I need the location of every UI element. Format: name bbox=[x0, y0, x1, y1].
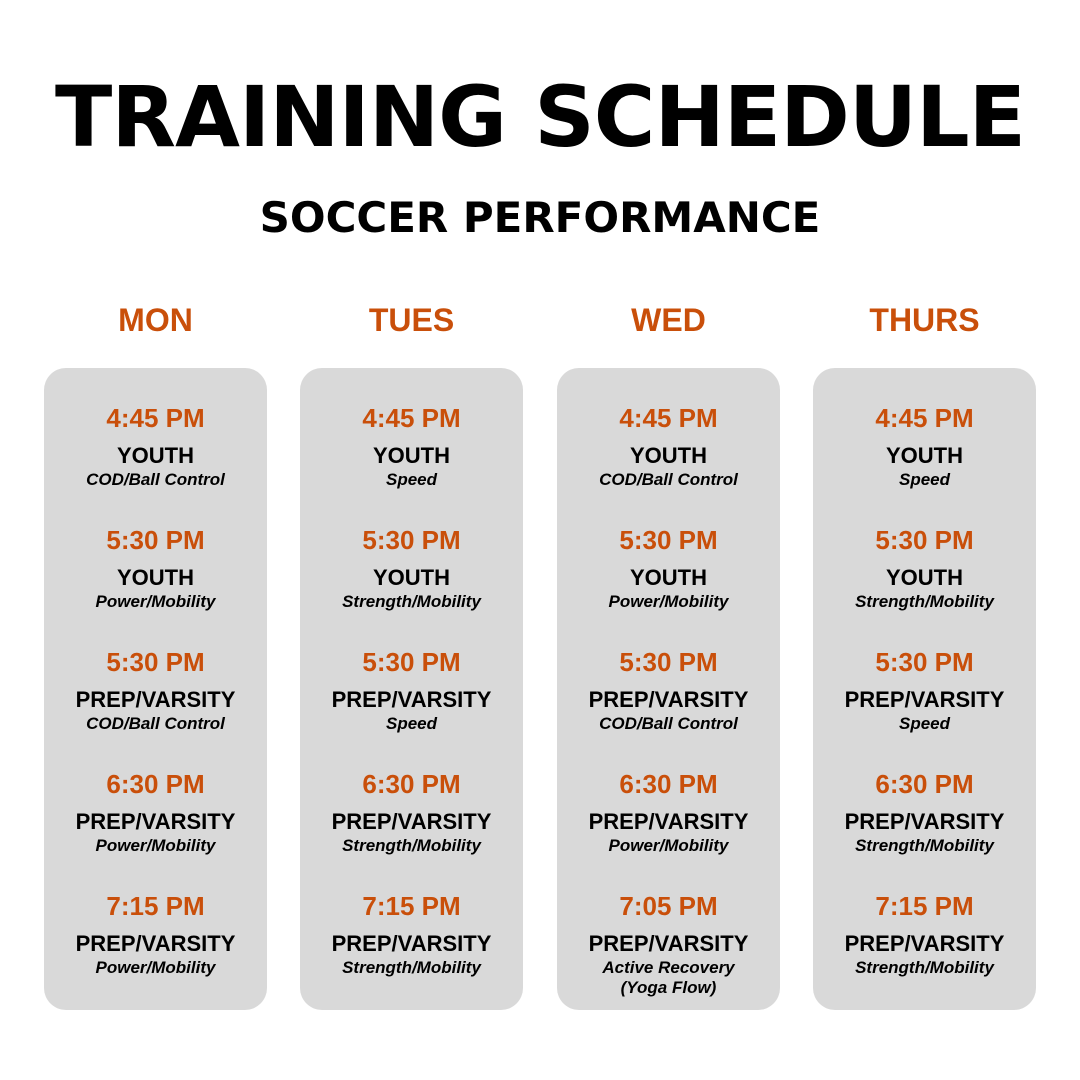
schedule-card: 4:45 PM YOUTH Speed 5:30 PM YOUTH Streng… bbox=[300, 368, 523, 1010]
session-time: 7:15 PM bbox=[875, 891, 974, 921]
session-group: YOUTH bbox=[373, 565, 450, 590]
session-slot: 4:45 PM YOUTH COD/Ball Control bbox=[44, 403, 267, 489]
session-activity: Strength/Mobility bbox=[855, 958, 994, 977]
session-slot: 6:30 PM PREP/VARSITY Strength/Mobility bbox=[813, 769, 1036, 855]
session-time: 7:05 PM bbox=[619, 891, 718, 921]
session-group: PREP/VARSITY bbox=[75, 809, 236, 834]
session-activity: Active Recovery bbox=[602, 958, 735, 977]
session-time: 5:30 PM bbox=[362, 525, 461, 555]
session-group: PREP/VARSITY bbox=[844, 809, 1005, 834]
session-group: PREP/VARSITY bbox=[588, 687, 749, 712]
session-group: PREP/VARSITY bbox=[844, 931, 1005, 956]
session-time: 6:30 PM bbox=[875, 769, 974, 799]
session-group: YOUTH bbox=[630, 565, 707, 590]
session-slot: 7:15 PM PREP/VARSITY Strength/Mobility bbox=[300, 891, 523, 977]
session-group: PREP/VARSITY bbox=[588, 931, 749, 956]
session-slot: 6:30 PM PREP/VARSITY Strength/Mobility bbox=[300, 769, 523, 855]
day-column-wed: WED 4:45 PM YOUTH COD/Ball Control 5:30 … bbox=[557, 0, 780, 1080]
session-time: 5:30 PM bbox=[619, 525, 718, 555]
session-group: PREP/VARSITY bbox=[331, 931, 492, 956]
page-title: TRAINING SCHEDULE bbox=[55, 68, 1026, 166]
session-slot: 5:30 PM YOUTH Strength/Mobility bbox=[300, 525, 523, 611]
session-slot: 5:30 PM YOUTH Power/Mobility bbox=[557, 525, 780, 611]
session-slot: 5:30 PM PREP/VARSITY COD/Ball Control bbox=[44, 647, 267, 733]
session-slot: 7:15 PM PREP/VARSITY Strength/Mobility bbox=[813, 891, 1036, 977]
session-slot: 5:30 PM YOUTH Strength/Mobility bbox=[813, 525, 1036, 611]
session-group: PREP/VARSITY bbox=[844, 687, 1005, 712]
session-slot: 4:45 PM YOUTH COD/Ball Control bbox=[557, 403, 780, 489]
session-activity: Speed bbox=[385, 714, 438, 733]
session-slot: 5:30 PM YOUTH Power/Mobility bbox=[44, 525, 267, 611]
session-slot: 5:30 PM PREP/VARSITY Speed bbox=[300, 647, 523, 733]
session-time: 6:30 PM bbox=[619, 769, 718, 799]
session-time: 5:30 PM bbox=[619, 647, 718, 677]
session-activity: Strength/Mobility bbox=[342, 836, 481, 855]
day-column-mon: MON 4:45 PM YOUTH COD/Ball Control 5:30 … bbox=[44, 0, 267, 1080]
session-activity: Strength/Mobility bbox=[855, 836, 994, 855]
session-activity: Power/Mobility bbox=[608, 836, 729, 855]
session-activity: COD/Ball Control bbox=[86, 714, 225, 733]
session-activity: Power/Mobility bbox=[95, 958, 216, 977]
session-time: 7:15 PM bbox=[106, 891, 205, 921]
session-group: PREP/VARSITY bbox=[331, 809, 492, 834]
session-time: 4:45 PM bbox=[875, 403, 974, 433]
session-time: 6:30 PM bbox=[106, 769, 205, 799]
day-header: TUES bbox=[368, 302, 455, 338]
session-time: 5:30 PM bbox=[875, 525, 974, 555]
session-slot: 7:15 PM PREP/VARSITY Power/Mobility bbox=[44, 891, 267, 977]
session-time: 4:45 PM bbox=[619, 403, 718, 433]
session-slot: 5:30 PM PREP/VARSITY COD/Ball Control bbox=[557, 647, 780, 733]
session-time: 5:30 PM bbox=[106, 525, 205, 555]
session-activity: Strength/Mobility bbox=[855, 592, 994, 611]
session-activity: Strength/Mobility bbox=[342, 592, 481, 611]
session-group: PREP/VARSITY bbox=[331, 687, 492, 712]
session-time: 4:45 PM bbox=[362, 403, 461, 433]
session-slot: 6:30 PM PREP/VARSITY Power/Mobility bbox=[44, 769, 267, 855]
session-slot: 4:45 PM YOUTH Speed bbox=[813, 403, 1036, 489]
session-activity: Power/Mobility bbox=[95, 592, 216, 611]
schedule-card: 4:45 PM YOUTH Speed 5:30 PM YOUTH Streng… bbox=[813, 368, 1036, 1010]
session-group: YOUTH bbox=[886, 443, 963, 468]
session-activity: Speed bbox=[898, 470, 951, 489]
session-time: 5:30 PM bbox=[875, 647, 974, 677]
page-subtitle: SOCCER PERFORMANCE bbox=[259, 193, 821, 242]
session-activity: COD/Ball Control bbox=[86, 470, 225, 489]
session-time: 5:30 PM bbox=[362, 647, 461, 677]
session-group: YOUTH bbox=[373, 443, 450, 468]
session-activity: Speed bbox=[385, 470, 438, 489]
session-activity: COD/Ball Control bbox=[599, 714, 738, 733]
session-activity: Strength/Mobility bbox=[342, 958, 481, 977]
session-time: 5:30 PM bbox=[106, 647, 205, 677]
session-activity-note: (Yoga Flow) bbox=[620, 978, 717, 997]
session-activity: Power/Mobility bbox=[608, 592, 729, 611]
session-slot: 4:45 PM YOUTH Speed bbox=[300, 403, 523, 489]
session-slot: 6:30 PM PREP/VARSITY Power/Mobility bbox=[557, 769, 780, 855]
schedule-card: 4:45 PM YOUTH COD/Ball Control 5:30 PM Y… bbox=[44, 368, 267, 1010]
session-time: 7:15 PM bbox=[362, 891, 461, 921]
session-slot: 5:30 PM PREP/VARSITY Speed bbox=[813, 647, 1036, 733]
session-activity: Power/Mobility bbox=[95, 836, 216, 855]
day-header: WED bbox=[631, 302, 706, 338]
day-header: THURS bbox=[869, 302, 980, 338]
session-group: YOUTH bbox=[117, 565, 194, 590]
session-group: PREP/VARSITY bbox=[588, 809, 749, 834]
day-column-thurs: THURS 4:45 PM YOUTH Speed 5:30 PM YOUTH … bbox=[813, 0, 1036, 1080]
session-group: PREP/VARSITY bbox=[75, 687, 236, 712]
schedule-card: 4:45 PM YOUTH COD/Ball Control 5:30 PM Y… bbox=[557, 368, 780, 1010]
session-activity: Speed bbox=[898, 714, 951, 733]
session-time: 6:30 PM bbox=[362, 769, 461, 799]
day-header: MON bbox=[118, 302, 193, 338]
session-slot: 7:05 PM PREP/VARSITY Active Recovery (Yo… bbox=[557, 891, 780, 997]
session-group: PREP/VARSITY bbox=[75, 931, 236, 956]
session-group: YOUTH bbox=[117, 443, 194, 468]
session-group: YOUTH bbox=[630, 443, 707, 468]
session-group: YOUTH bbox=[886, 565, 963, 590]
session-activity: COD/Ball Control bbox=[599, 470, 738, 489]
day-column-tues: TUES 4:45 PM YOUTH Speed 5:30 PM YOUTH S… bbox=[300, 0, 523, 1080]
session-time: 4:45 PM bbox=[106, 403, 205, 433]
